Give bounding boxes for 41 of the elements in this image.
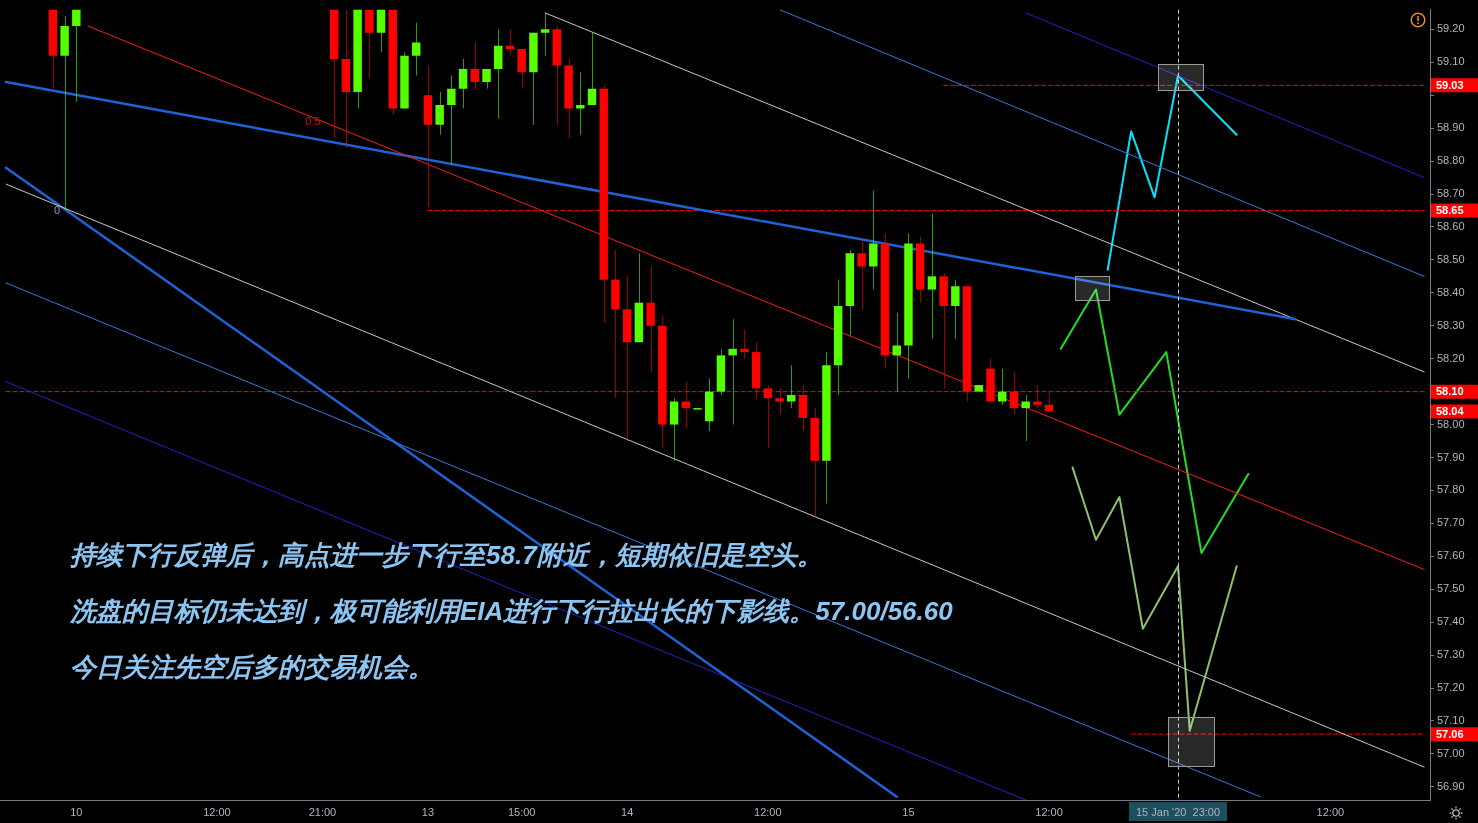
y-tick-label: 58.80	[1437, 154, 1465, 167]
y-tick-label: 57.50	[1437, 582, 1465, 595]
y-tick-label: 58.20	[1437, 351, 1465, 364]
text: 58.04	[1436, 404, 1464, 417]
y-tick-label: 58.70	[1437, 187, 1465, 200]
x-tick-label: 13	[421, 805, 435, 818]
y-tick-label: 57.10	[1437, 713, 1465, 726]
annotation: 0.5	[305, 114, 321, 127]
y-tick-label: 59.20	[1437, 22, 1465, 35]
y-tick-label: 58.40	[1437, 285, 1465, 298]
x-tick-label: 12:00	[203, 805, 231, 818]
data-label: 57.06	[1436, 727, 1464, 740]
data-label: 58.65	[1436, 204, 1464, 217]
x-tick-label: 21:00	[308, 805, 337, 818]
y-tick-label: 57.60	[1437, 549, 1465, 562]
y-tick-label: 57.40	[1437, 615, 1465, 628]
data-label: 59.03	[1436, 78, 1464, 91]
y-tick-label: 57.80	[1437, 483, 1465, 496]
y-tick-label: 59.10	[1437, 55, 1465, 68]
x-tick-label: 15 Jan '20 23:00	[1135, 805, 1221, 818]
data-label: 58.10	[1436, 385, 1464, 398]
x-tick-label: 12:00	[1316, 805, 1345, 818]
annotation: 今日关注先空后多的交易机会。	[70, 652, 434, 683]
x-tick-label: 15	[902, 805, 915, 818]
y-tick-label: 57.20	[1437, 681, 1465, 694]
y-tick-label: 58.30	[1437, 318, 1465, 331]
y-tick-label: 58.00	[1437, 417, 1465, 430]
y-tick-label: 58.90	[1437, 121, 1465, 134]
x-tick-label: 12:00	[1035, 805, 1063, 818]
y-tick-label: 57.30	[1437, 648, 1465, 661]
x-tick-label: 15:00	[507, 805, 536, 818]
y-tick-label: 57.90	[1437, 450, 1465, 463]
y-tick-label: 57.70	[1437, 516, 1465, 529]
y-tick-label: 58.50	[1437, 252, 1465, 265]
x-tick-label: 12:00	[754, 805, 782, 818]
y-tick-label: 57.00	[1437, 746, 1465, 759]
y-tick-label: 56.90	[1437, 779, 1465, 792]
x-tick-label: 14	[621, 805, 634, 818]
y-tick-label: 58.60	[1437, 219, 1465, 232]
x-tick-label: 10	[70, 805, 83, 818]
annotation: 0	[53, 203, 61, 216]
